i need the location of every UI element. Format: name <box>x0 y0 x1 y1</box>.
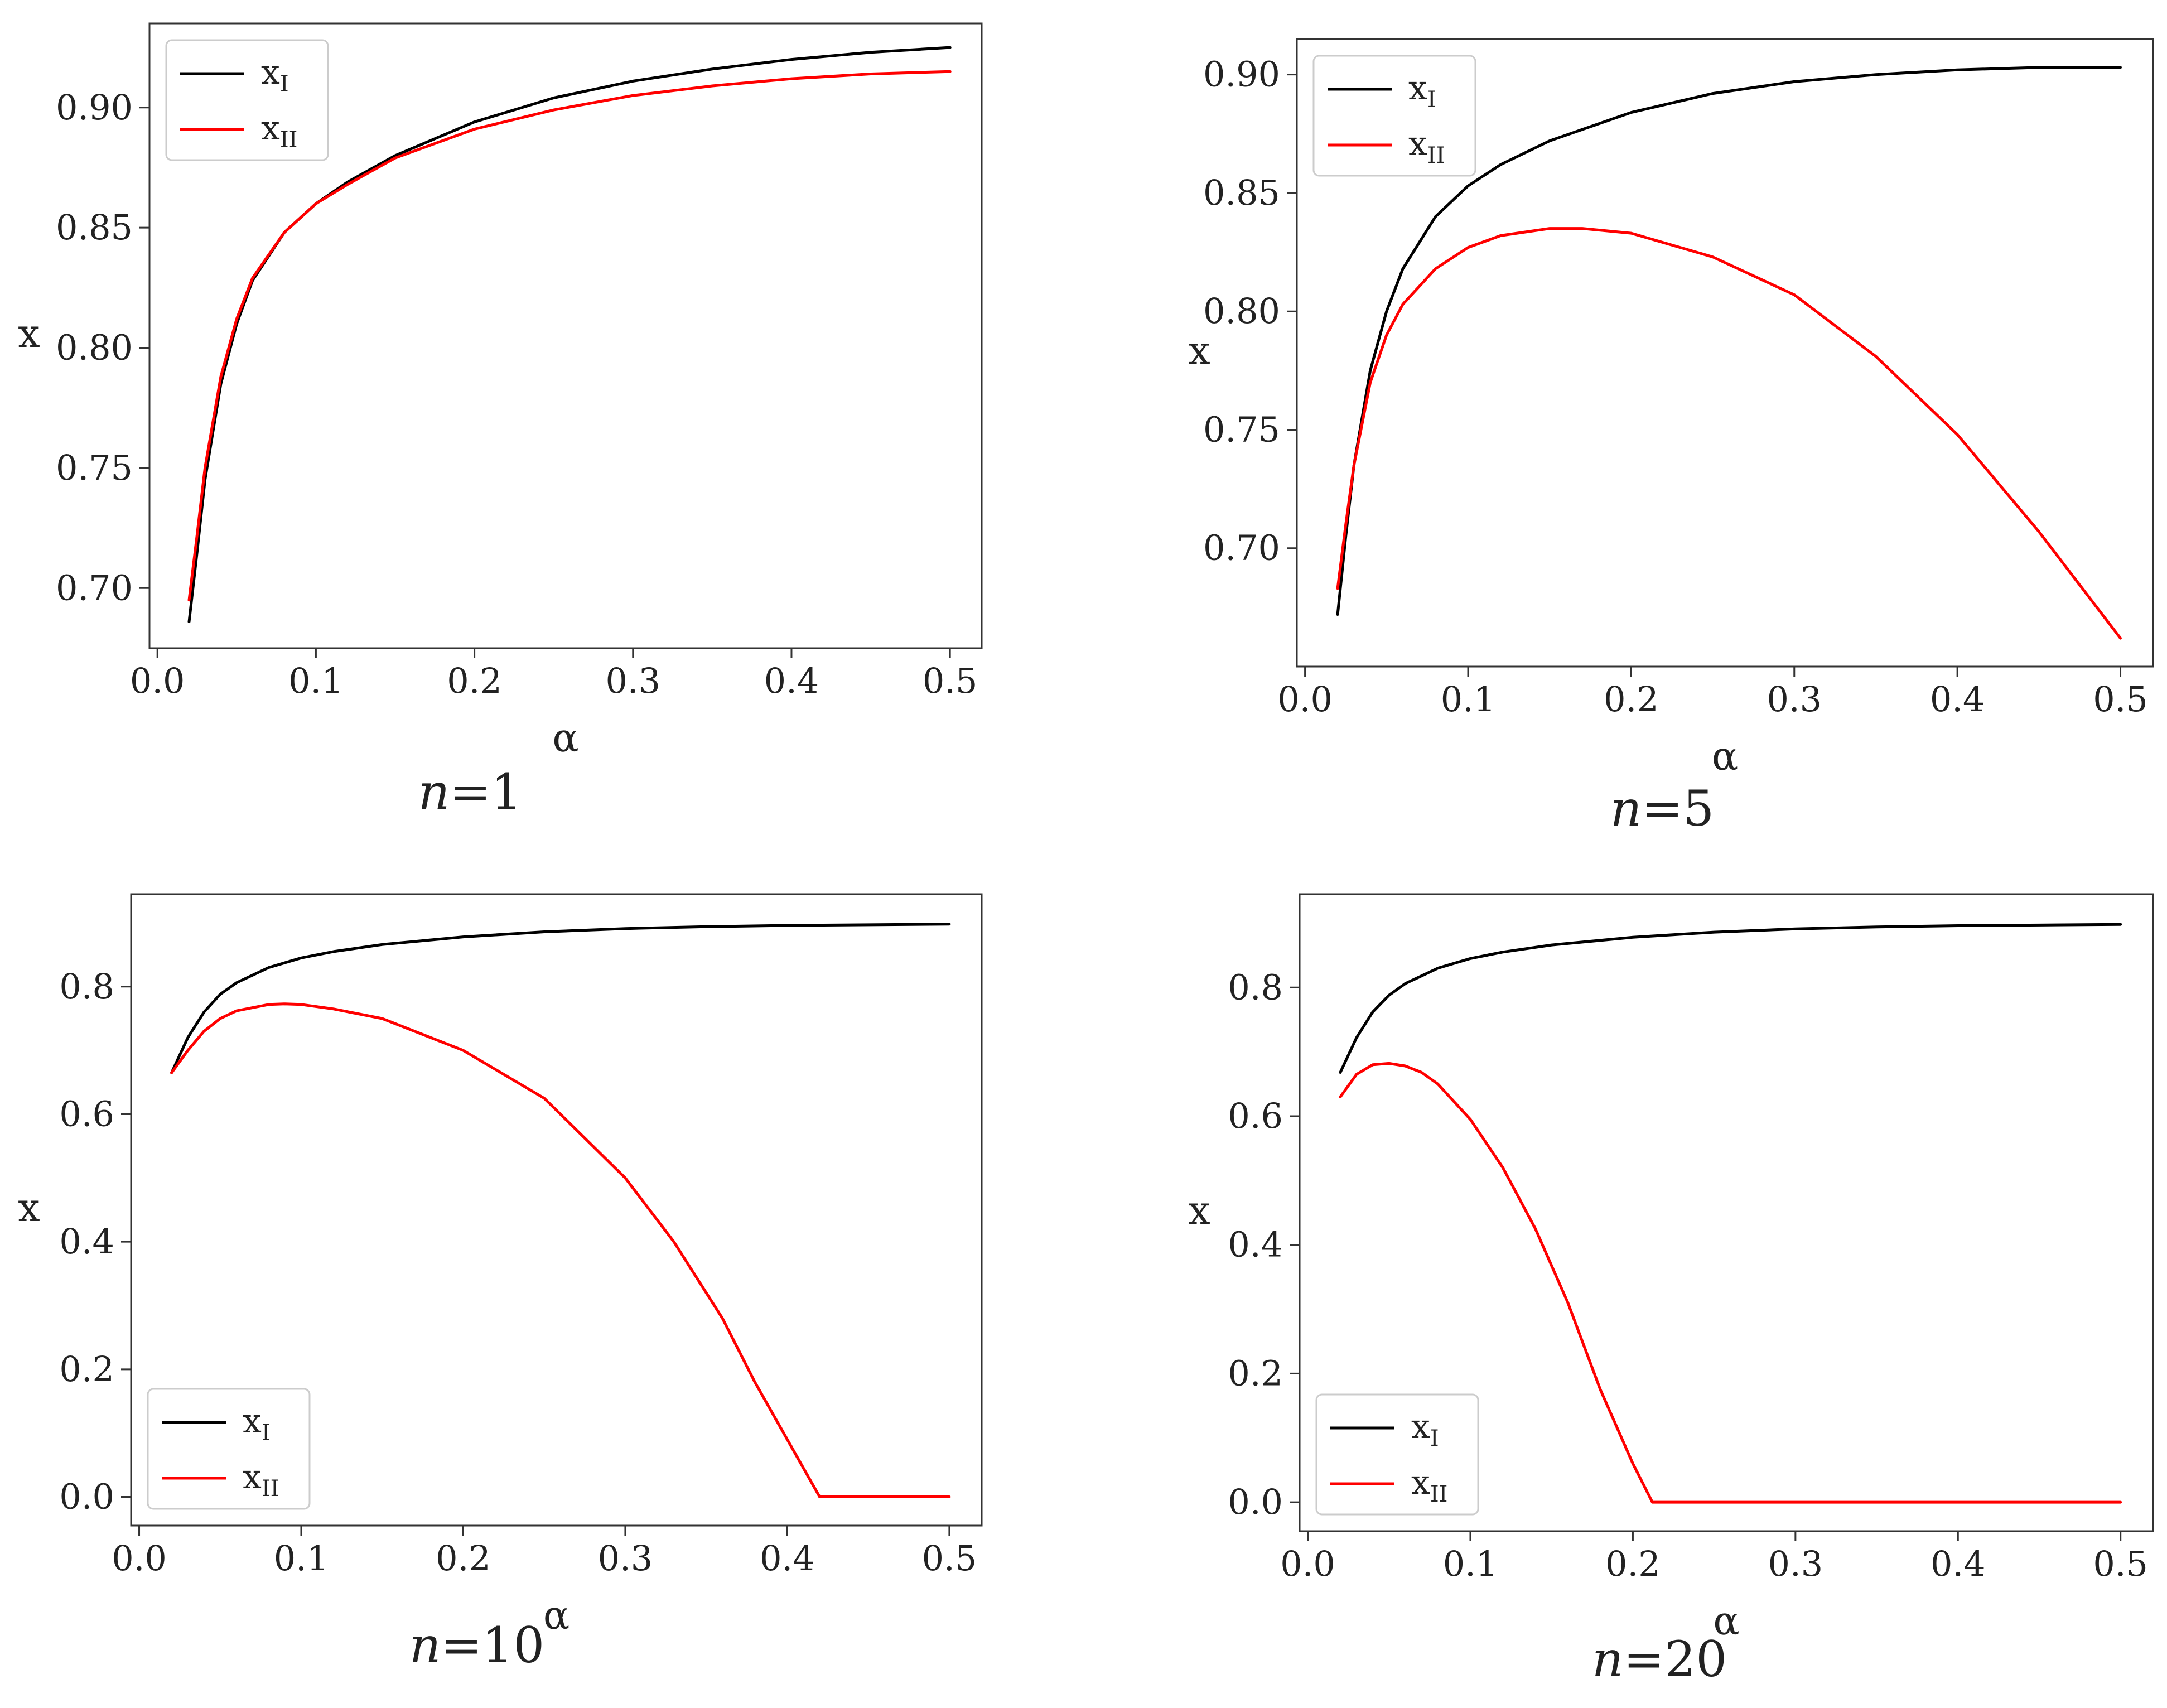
x-tick-label: 0.2 <box>1605 1543 1661 1584</box>
y-tick-label: 0.8 <box>59 966 114 1007</box>
x-tick-label: 0.3 <box>598 1538 653 1579</box>
y-tick-label: 0.85 <box>1203 172 1280 213</box>
y-tick-label: 0.80 <box>56 327 133 368</box>
plot-frame <box>1296 38 2154 668</box>
x-tick-label: 0.0 <box>1280 1543 1335 1584</box>
x-tick-label: 0.1 <box>274 1538 329 1579</box>
x-tick-label: 0.1 <box>1441 679 1496 720</box>
series-line-xI <box>187 46 952 624</box>
x-tick-label: 0.4 <box>1930 679 1985 720</box>
legend-box <box>147 1388 311 1510</box>
x-tick-label: 0.2 <box>1604 679 1659 720</box>
chart-panel-4: 0.0 0.1 0.2 0.3 0.4 0.5 0.0 0.2 0.4 0.6 0.8 α x xI xII… <box>1188 893 2154 1688</box>
y-axis-label: x <box>18 1185 40 1231</box>
y-tick-label: 0.0 <box>59 1477 114 1517</box>
x-axis-label: α <box>1713 1598 1739 1644</box>
x-tick-label: 0.4 <box>764 660 819 701</box>
series-line-xI <box>1339 923 2122 1074</box>
y-axis-label: x <box>1188 1188 1210 1233</box>
y-tick-label: 0.0 <box>1228 1482 1283 1522</box>
x-tick-label: 0.4 <box>760 1538 815 1579</box>
plot-frame <box>1299 893 2154 1532</box>
y-axis-label: x <box>1188 328 1210 374</box>
plot-frame <box>130 893 983 1527</box>
x-tick-label: 0.3 <box>1767 679 1822 720</box>
x-tick-label: 0.0 <box>1277 679 1333 720</box>
chart-panel-3: 0.0 0.1 0.2 0.3 0.4 0.5 0.0 0.2 0.4 0.6 0.8 α x xI xII… <box>18 893 983 1674</box>
y-axis-label: x <box>18 311 40 356</box>
legend-label-xI: xI <box>1411 1407 1439 1451</box>
y-tick-label: 0.75 <box>1203 409 1280 450</box>
x-axis-label: α <box>552 715 578 761</box>
series-line-xII <box>170 1002 951 1498</box>
x-tick-label: 0.1 <box>1443 1543 1498 1584</box>
legend: xI xII <box>165 39 329 161</box>
x-tick-label: 0.0 <box>112 1538 167 1579</box>
x-axis-label: α <box>543 1593 569 1638</box>
chart-panel-1: 0.0 0.1 0.2 0.3 0.4 0.5 0.70 0.75 0.80 0.85 0.90 α x… <box>18 22 983 821</box>
x-tick-label: 0.5 <box>2093 1543 2148 1584</box>
y-tick-label: 0.70 <box>56 567 133 608</box>
y-tick-label: 0.8 <box>1228 967 1283 1007</box>
panel-title: n=10 <box>409 1617 544 1674</box>
y-tick-label: 0.75 <box>56 447 133 488</box>
series-line-xII <box>1339 1062 2122 1504</box>
y-tick-label: 0.6 <box>1228 1096 1283 1136</box>
panel-title: n=5 <box>1610 780 1714 837</box>
y-tick-label: 0.4 <box>59 1221 114 1262</box>
plot-frame <box>148 22 983 649</box>
series-group <box>1336 66 2122 640</box>
legend: xI xII <box>1312 55 1476 177</box>
panel-title: n=20 <box>1592 1630 1727 1688</box>
x-tick-label: 0.3 <box>605 660 660 701</box>
series-group <box>1339 923 2122 1504</box>
legend-label-xI: xI <box>243 1402 271 1446</box>
legend-label-xII: xII <box>261 109 297 153</box>
series-line-xII <box>1336 227 2122 640</box>
y-tick-label: 0.85 <box>56 207 133 248</box>
series-line-xI <box>1336 66 2122 616</box>
x-tick-label: 0.2 <box>447 660 502 701</box>
y-tick-label: 0.80 <box>1203 291 1280 331</box>
panel-title: n=1 <box>418 763 522 821</box>
y-tick-label: 0.2 <box>1228 1353 1283 1393</box>
legend-label-xII: xII <box>1408 124 1445 168</box>
y-tick-label: 0.90 <box>56 87 133 128</box>
x-tick-label: 0.4 <box>1930 1543 1986 1584</box>
x-tick-label: 0.3 <box>1768 1543 1823 1584</box>
chart-panel-2: 0.0 0.1 0.2 0.3 0.4 0.5 0.70 0.75 0.80 0.85 0.90 α x… <box>1188 38 2154 837</box>
legend: xI xII <box>1315 1393 1479 1516</box>
x-tick-label: 0.0 <box>130 660 185 701</box>
series-group <box>170 923 951 1498</box>
y-tick-label: 0.2 <box>59 1349 114 1389</box>
y-tick-label: 0.90 <box>1203 54 1280 95</box>
legend-label-xII: xII <box>243 1458 279 1502</box>
x-tick-label: 0.2 <box>436 1538 491 1579</box>
legend: xI xII <box>147 1388 311 1510</box>
series-line-xI <box>170 923 951 1074</box>
series-line-xII <box>187 70 952 602</box>
x-tick-label: 0.5 <box>2093 679 2148 720</box>
x-tick-label: 0.5 <box>923 660 978 701</box>
legend-label-xI: xI <box>261 53 289 97</box>
y-tick-label: 0.6 <box>59 1093 114 1134</box>
x-axis-label: α <box>1712 734 1738 779</box>
series-group <box>187 46 952 624</box>
legend-box <box>1315 1393 1479 1516</box>
y-tick-label: 0.4 <box>1228 1224 1283 1265</box>
x-tick-label: 0.1 <box>288 660 344 701</box>
x-tick-label: 0.5 <box>922 1538 977 1579</box>
legend-label-xI: xI <box>1408 69 1436 113</box>
legend-label-xII: xII <box>1411 1463 1447 1507</box>
y-tick-label: 0.70 <box>1203 528 1280 568</box>
legend-box <box>1312 55 1476 177</box>
legend-box <box>165 39 329 161</box>
